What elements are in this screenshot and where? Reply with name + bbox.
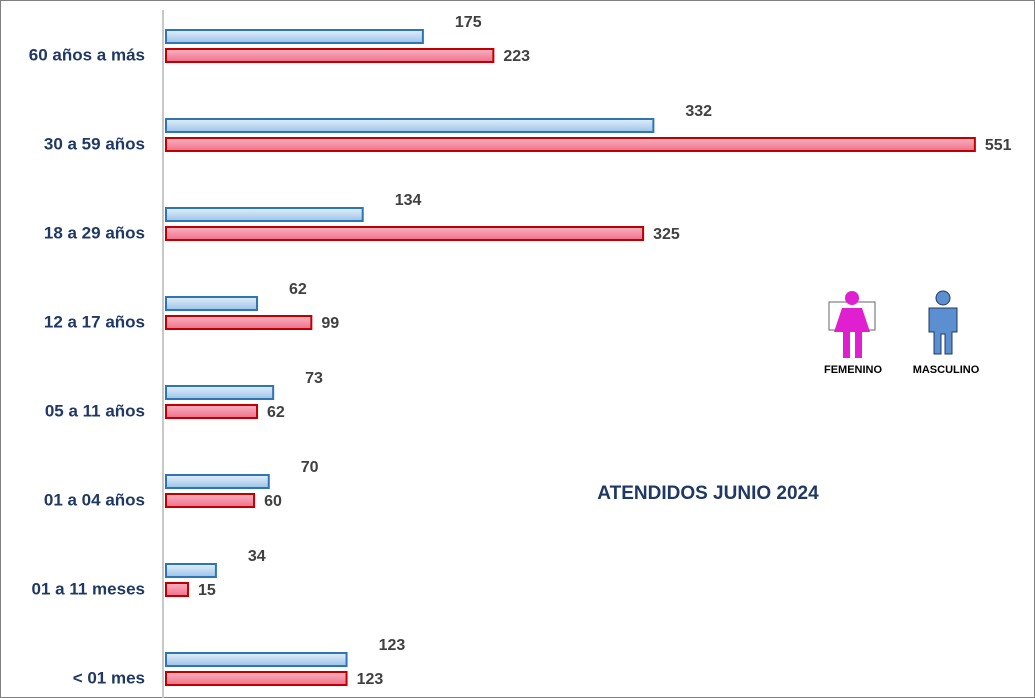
bar xyxy=(165,404,259,419)
bar xyxy=(165,296,259,311)
value-label: 70 xyxy=(301,459,319,476)
bar xyxy=(165,315,313,330)
legend-label: FEMENINO xyxy=(824,364,883,376)
value-label: 551 xyxy=(985,137,1012,154)
bar xyxy=(165,474,270,489)
value-label: 175 xyxy=(455,14,482,31)
female-icon xyxy=(828,291,876,358)
category-label: 18 a 29 años xyxy=(44,223,145,242)
bar xyxy=(165,29,424,44)
bar xyxy=(165,137,976,152)
value-label: 134 xyxy=(395,192,422,209)
value-label: 332 xyxy=(685,103,712,120)
category-label: 12 a 17 años xyxy=(44,312,145,331)
value-label: 99 xyxy=(321,315,339,332)
male-icon xyxy=(928,290,958,355)
value-label: 15 xyxy=(198,582,216,599)
category-label: 01 a 11 meses xyxy=(32,579,145,598)
value-label: 123 xyxy=(379,637,406,654)
bar xyxy=(165,207,364,222)
value-label: 73 xyxy=(305,370,323,387)
category-label: 01 a 04 años xyxy=(44,490,145,509)
value-label: 60 xyxy=(264,493,282,510)
value-label: 62 xyxy=(267,404,285,421)
bar xyxy=(165,563,217,578)
bar xyxy=(165,671,348,686)
bar xyxy=(165,48,495,63)
value-label: 34 xyxy=(248,548,266,565)
value-label: 223 xyxy=(503,48,530,65)
value-label: 325 xyxy=(653,226,680,243)
bar xyxy=(165,582,190,597)
bar xyxy=(165,385,275,400)
category-label: 60 años a más xyxy=(29,45,145,64)
category-label: 30 a 59 años xyxy=(44,134,145,153)
bar xyxy=(165,652,348,667)
value-label: 123 xyxy=(357,671,384,688)
bar xyxy=(165,118,655,133)
legend-label: MASCULINO xyxy=(913,364,980,376)
value-label: 62 xyxy=(289,281,307,298)
bar xyxy=(165,493,256,508)
chart-title: ATENDIDOS JUNIO 2024 xyxy=(597,483,819,504)
category-label: 05 a 11 años xyxy=(45,401,145,420)
category-label: < 01 mes xyxy=(73,668,145,687)
bar xyxy=(165,226,645,241)
